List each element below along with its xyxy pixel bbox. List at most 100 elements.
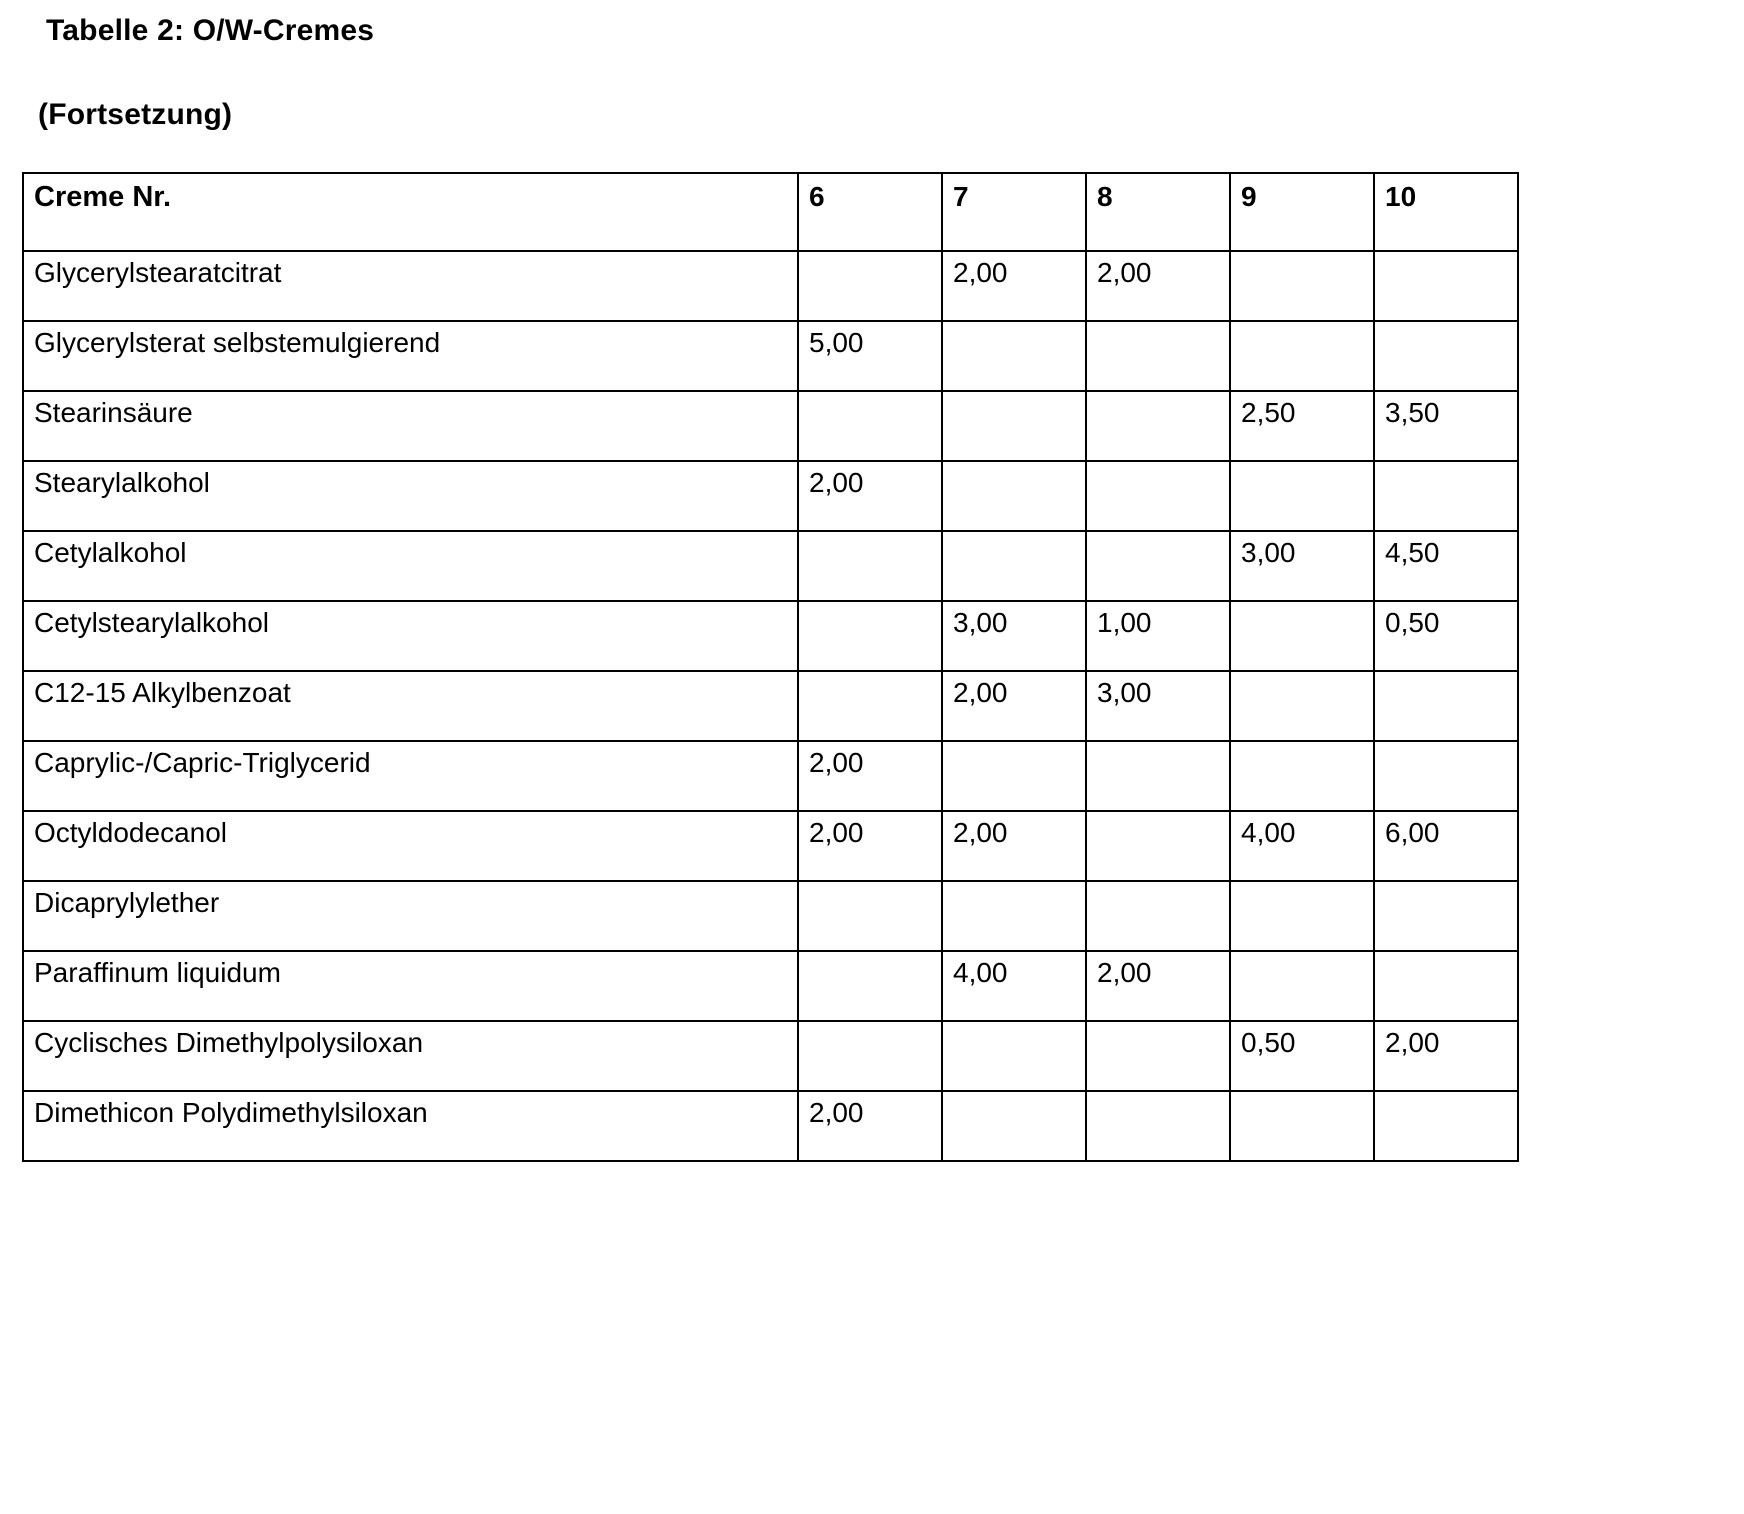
table-row: C12-15 Alkylbenzoat 2,00 3,00 xyxy=(22,670,1519,742)
value-cell: 2,00 xyxy=(1085,950,1231,1022)
value-cell xyxy=(941,1020,1087,1092)
value-cell xyxy=(941,320,1087,392)
table-row: Caprylic-/Capric-Triglycerid 2,00 xyxy=(22,740,1519,812)
value-cell: 2,00 xyxy=(1373,1020,1519,1092)
value-cell xyxy=(1229,740,1375,812)
value-cell: 2,00 xyxy=(941,810,1087,882)
value-cell xyxy=(1085,460,1231,532)
value-cell xyxy=(1229,320,1375,392)
value-cell xyxy=(941,880,1087,952)
column-header-creme-nr: Creme Nr. xyxy=(22,172,799,252)
value-cell xyxy=(1085,530,1231,602)
table-row: Cetylalkohol 3,00 4,50 xyxy=(22,530,1519,602)
value-cell: 2,00 xyxy=(797,460,943,532)
value-cell xyxy=(797,390,943,462)
value-cell: 5,00 xyxy=(797,320,943,392)
table-row: Stearylalkohol 2,00 xyxy=(22,460,1519,532)
value-cell xyxy=(1085,1090,1231,1162)
table-header-row: Creme Nr. 6 7 8 9 10 xyxy=(22,172,1519,252)
value-cell xyxy=(797,1020,943,1092)
value-cell xyxy=(1229,460,1375,532)
value-cell: 2,00 xyxy=(797,1090,943,1162)
value-cell xyxy=(941,390,1087,462)
value-cell xyxy=(797,530,943,602)
ingredient-label: Stearylalkohol xyxy=(22,460,799,532)
value-cell xyxy=(1373,950,1519,1022)
value-cell xyxy=(797,600,943,672)
value-cell xyxy=(1229,600,1375,672)
ingredient-label: Dicaprylylether xyxy=(22,880,799,952)
formulation-table: Creme Nr. 6 7 8 9 10 Glycerylstearatcitr… xyxy=(22,172,1519,1162)
column-header-9: 9 xyxy=(1229,172,1375,252)
value-cell xyxy=(1229,880,1375,952)
table-row: Cyclisches Dimethylpolysiloxan 0,50 2,00 xyxy=(22,1020,1519,1092)
column-header-8: 8 xyxy=(1085,172,1231,252)
value-cell: 4,50 xyxy=(1373,530,1519,602)
value-cell xyxy=(1373,880,1519,952)
value-cell xyxy=(1373,320,1519,392)
table-row: Stearinsäure 2,50 3,50 xyxy=(22,390,1519,462)
ingredient-label: Paraffinum liquidum xyxy=(22,950,799,1022)
value-cell xyxy=(1085,320,1231,392)
ingredient-label: Cetylstearylalkohol xyxy=(22,600,799,672)
value-cell xyxy=(1373,460,1519,532)
table-body: Glycerylstearatcitrat 2,00 2,00 Glyceryl… xyxy=(22,250,1519,1162)
value-cell xyxy=(1085,810,1231,882)
value-cell xyxy=(1373,740,1519,812)
value-cell: 3,50 xyxy=(1373,390,1519,462)
table-header: Creme Nr. 6 7 8 9 10 xyxy=(22,172,1519,252)
value-cell: 2,50 xyxy=(1229,390,1375,462)
table-row: Paraffinum liquidum 4,00 2,00 xyxy=(22,950,1519,1022)
value-cell: 3,00 xyxy=(1229,530,1375,602)
value-cell xyxy=(1085,880,1231,952)
value-cell xyxy=(1085,740,1231,812)
table-row: Glycerylsterat selbstemulgierend 5,00 xyxy=(22,320,1519,392)
value-cell xyxy=(797,950,943,1022)
column-header-10: 10 xyxy=(1373,172,1519,252)
value-cell: 0,50 xyxy=(1229,1020,1375,1092)
value-cell xyxy=(1085,1020,1231,1092)
ingredient-label: C12-15 Alkylbenzoat xyxy=(22,670,799,742)
value-cell: 3,00 xyxy=(941,600,1087,672)
ingredient-label: Cetylalkohol xyxy=(22,530,799,602)
table-row: Dicaprylylether xyxy=(22,880,1519,952)
value-cell: 0,50 xyxy=(1373,600,1519,672)
ingredient-label: Octyldodecanol xyxy=(22,810,799,882)
value-cell xyxy=(1229,1090,1375,1162)
table-container: Creme Nr. 6 7 8 9 10 Glycerylstearatcitr… xyxy=(22,172,1519,1162)
page-subtitle: (Fortsetzung) xyxy=(38,98,233,131)
value-cell: 3,00 xyxy=(1085,670,1231,742)
value-cell xyxy=(941,460,1087,532)
ingredient-label: Glycerylstearatcitrat xyxy=(22,250,799,322)
value-cell xyxy=(941,1090,1087,1162)
ingredient-label: Dimethicon Polydimethylsiloxan xyxy=(22,1090,799,1162)
value-cell xyxy=(1373,670,1519,742)
page-title: Tabelle 2: O/W-Cremes xyxy=(46,14,375,47)
value-cell: 6,00 xyxy=(1373,810,1519,882)
value-cell xyxy=(1085,390,1231,462)
value-cell xyxy=(1373,1090,1519,1162)
table-row: Octyldodecanol 2,00 2,00 4,00 6,00 xyxy=(22,810,1519,882)
value-cell xyxy=(1373,250,1519,322)
value-cell: 4,00 xyxy=(941,950,1087,1022)
value-cell: 2,00 xyxy=(941,670,1087,742)
value-cell xyxy=(797,670,943,742)
value-cell xyxy=(797,880,943,952)
value-cell: 2,00 xyxy=(941,250,1087,322)
table-row: Cetylstearylalkohol 3,00 1,00 0,50 xyxy=(22,600,1519,672)
value-cell: 2,00 xyxy=(797,810,943,882)
value-cell xyxy=(1229,670,1375,742)
ingredient-label: Cyclisches Dimethylpolysiloxan xyxy=(22,1020,799,1092)
value-cell xyxy=(797,250,943,322)
value-cell xyxy=(941,530,1087,602)
value-cell xyxy=(1229,950,1375,1022)
value-cell: 1,00 xyxy=(1085,600,1231,672)
value-cell: 4,00 xyxy=(1229,810,1375,882)
value-cell xyxy=(1229,250,1375,322)
ingredient-label: Glycerylsterat selbstemulgierend xyxy=(22,320,799,392)
ingredient-label: Caprylic-/Capric-Triglycerid xyxy=(22,740,799,812)
value-cell: 2,00 xyxy=(797,740,943,812)
column-header-7: 7 xyxy=(941,172,1087,252)
ingredient-label: Stearinsäure xyxy=(22,390,799,462)
